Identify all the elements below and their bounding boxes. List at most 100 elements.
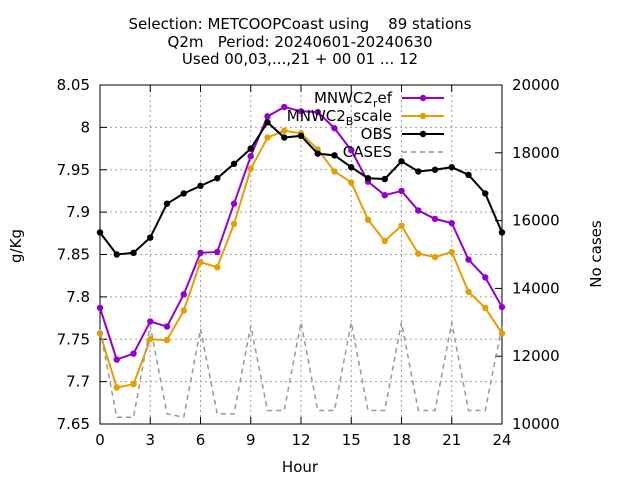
data-point-mnwc2-ref xyxy=(431,215,439,223)
data-point-obs xyxy=(448,164,455,171)
data-point-obs xyxy=(264,119,271,126)
data-point-mnwc2-ref xyxy=(314,108,321,116)
data-point-mnwc2-ref xyxy=(264,113,271,120)
data-point-mnwc2-bscale xyxy=(264,134,271,141)
y-tick-label: 7.9 xyxy=(66,203,90,221)
x-tick-label: 24 xyxy=(492,431,511,449)
data-point-mnwc2-bscale xyxy=(431,253,439,261)
data-point-obs xyxy=(364,175,372,182)
data-point-mnwc2-bscale xyxy=(381,237,388,245)
data-point-mnwc2-bscale xyxy=(180,307,187,314)
data-point-mnwc2-ref xyxy=(448,219,455,227)
y2-tick-label: 18000 xyxy=(512,144,560,162)
data-point-obs xyxy=(281,134,288,141)
data-point-obs xyxy=(482,190,489,197)
y-tick-label: 7.75 xyxy=(57,330,90,348)
data-point-obs xyxy=(247,145,254,152)
data-point-mnwc2-ref xyxy=(281,103,288,111)
data-point-mnwc2-ref xyxy=(214,248,221,256)
data-point-obs xyxy=(381,175,388,183)
data-point-obs xyxy=(465,171,472,179)
data-point-mnwc2-bscale xyxy=(96,330,104,337)
data-point-mnwc2-bscale xyxy=(331,168,338,175)
data-point-mnwc2-bscale xyxy=(364,216,372,223)
y-tick-label: 8.05 xyxy=(57,76,90,94)
x-tick-label: 18 xyxy=(392,431,411,449)
data-point-mnwc2-ref xyxy=(331,125,338,132)
x-tick-label: 6 xyxy=(196,431,206,449)
data-point-mnwc2-bscale xyxy=(465,288,472,295)
data-point-mnwc2-ref xyxy=(297,108,305,115)
data-point-mnwc2-bscale xyxy=(163,336,171,344)
y2-tick-label: 20000 xyxy=(512,76,560,94)
chart-title-line-2: Q2m Period: 20240601-20240630 xyxy=(167,33,433,51)
x-tick-label: 21 xyxy=(442,431,461,449)
y-tick-label: 7.85 xyxy=(57,246,90,264)
legend-item: CASES xyxy=(343,143,444,161)
data-point-mnwc2-ref xyxy=(130,350,137,357)
data-point-mnwc2-bscale xyxy=(398,222,405,229)
legend-label: OBS xyxy=(361,125,392,143)
data-point-mnwc2-ref xyxy=(180,291,187,298)
data-point-mnwc2-bscale xyxy=(113,384,120,391)
x-tick-label: 9 xyxy=(246,431,256,449)
data-point-obs xyxy=(197,182,204,190)
series-line-cases xyxy=(99,322,503,419)
chart-title-line-1: Selection: METCOOPCoast using 89 station… xyxy=(128,15,472,33)
data-point-obs xyxy=(498,229,506,236)
y-tick-label: 7.95 xyxy=(57,161,90,179)
legend-label: MNWC2Bscale xyxy=(287,107,392,128)
y-tick-label: 7.7 xyxy=(66,373,90,391)
legend-marker xyxy=(419,112,427,120)
data-point-mnwc2-ref xyxy=(163,323,171,330)
data-point-mnwc2-bscale xyxy=(130,380,137,388)
y-tick-label: 7.8 xyxy=(66,288,90,306)
legend-item: MNWC2Bscale xyxy=(287,107,444,128)
data-point-obs xyxy=(230,160,238,168)
y2-tick-label: 12000 xyxy=(512,347,560,365)
data-point-mnwc2-ref xyxy=(498,303,506,311)
x-tick-label: 12 xyxy=(291,431,310,449)
y-tick-label: 7.65 xyxy=(57,415,90,433)
data-point-obs xyxy=(415,168,422,175)
data-point-mnwc2-ref xyxy=(348,147,355,154)
data-point-mnwc2-ref xyxy=(230,200,238,207)
legend-item: OBS xyxy=(361,125,444,143)
x-axis-label: Hour xyxy=(281,458,319,476)
y2-tick-label: 14000 xyxy=(512,279,560,297)
data-point-obs xyxy=(398,158,405,165)
data-point-mnwc2-bscale xyxy=(214,264,221,271)
data-point-mnwc2-bscale xyxy=(197,258,204,266)
legend-item: MNWC2ref xyxy=(314,89,444,110)
data-point-mnwc2-ref xyxy=(147,318,154,325)
x-tick-label: 15 xyxy=(342,431,361,449)
data-point-mnwc2-ref xyxy=(96,304,104,312)
data-point-obs xyxy=(297,132,305,140)
x-tick-label: 0 xyxy=(95,431,105,449)
data-point-obs xyxy=(180,190,187,197)
data-point-mnwc2-ref xyxy=(113,356,120,363)
series-line-obs xyxy=(99,120,503,256)
data-point-mnwc2-bscale xyxy=(230,220,238,228)
data-point-mnwc2-ref xyxy=(381,191,388,199)
x-tick-label: 3 xyxy=(145,431,155,449)
data-point-mnwc2-ref xyxy=(197,249,204,257)
data-point-obs xyxy=(163,200,171,207)
legend-label: MNWC2ref xyxy=(314,89,393,110)
y-tick-label: 8 xyxy=(80,118,90,136)
data-point-mnwc2-ref xyxy=(415,207,422,214)
data-point-obs xyxy=(214,175,221,182)
data-point-mnwc2-bscale xyxy=(281,127,288,134)
legend-marker xyxy=(419,130,427,138)
data-point-mnwc2-ref xyxy=(465,256,472,263)
data-point-obs xyxy=(431,166,439,173)
data-point-obs xyxy=(130,249,137,257)
data-point-mnwc2-bscale xyxy=(498,330,506,337)
data-point-obs xyxy=(147,234,154,241)
data-point-mnwc2-ref xyxy=(247,152,254,160)
data-point-mnwc2-bscale xyxy=(247,165,254,173)
data-point-mnwc2-bscale xyxy=(348,179,355,186)
data-point-mnwc2-ref xyxy=(482,274,489,281)
data-point-mnwc2-bscale xyxy=(482,304,489,312)
